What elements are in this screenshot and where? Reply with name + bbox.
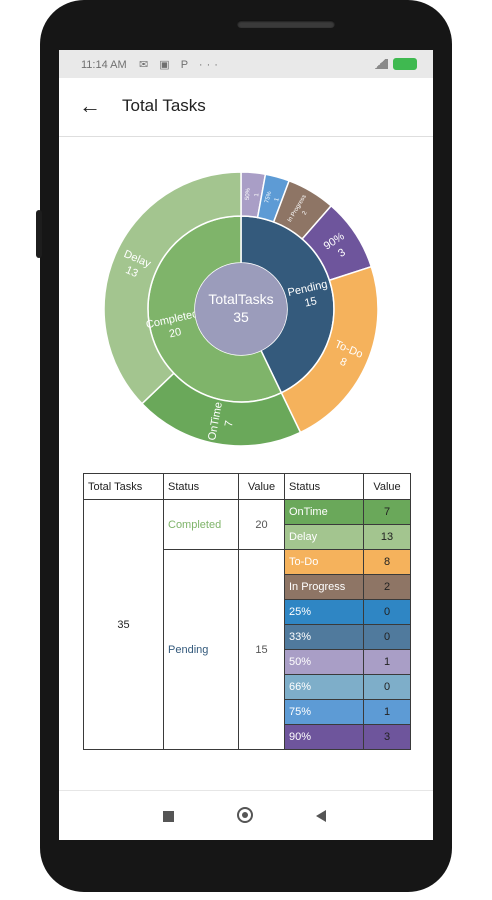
table-row: 50% 1 [84, 649, 411, 675]
outer-label-delay-value: 13 [124, 264, 140, 280]
table-row: Pending 15 To-Do 8 [84, 549, 411, 750]
table-row: In Progress 2 [84, 574, 411, 600]
table-row: Delay 13 [84, 524, 411, 550]
sub-status-cell: OnTime [284, 499, 364, 525]
table-row: 33% 0 [84, 624, 411, 650]
status-bar: 11:14 AM ✉ ▣ P ··· [59, 50, 433, 78]
sub-value-cell: 3 [363, 724, 411, 750]
table-row: 90% 3 [84, 724, 411, 750]
center-value: 35 [233, 309, 249, 325]
outer-label-75pct-name: 75% [264, 190, 273, 204]
sub-status-cell: 75% [284, 699, 364, 725]
header-value: Value [238, 473, 285, 500]
total-tasks-cell: 35 [83, 499, 164, 750]
header-total-tasks: Total Tasks [83, 473, 164, 500]
table-row: 35 Completed 20 OnTime 7 [83, 499, 411, 750]
outer-label-ontime-value: 7 [223, 420, 236, 428]
sub-status-cell: In Progress [284, 574, 364, 600]
outer-label-75pct-value: 1 [274, 197, 281, 202]
outer-label-in-progress-value: 2 [302, 210, 309, 217]
header-sub-value: Value [363, 473, 411, 500]
back-arrow-icon[interactable]: ← [79, 93, 101, 118]
sub-status-cell: 33% [284, 624, 364, 650]
sub-status-cell: 66% [284, 674, 364, 700]
system-nav-bar [59, 790, 433, 840]
signal-icon [372, 59, 388, 69]
volume-button [36, 210, 42, 258]
outer-label-50pct: 50% 1 [245, 187, 261, 200]
home-icon[interactable] [237, 807, 253, 823]
table-row: 66% 0 [84, 674, 411, 700]
sub-status-cell: Delay [284, 524, 364, 550]
group-status-cell: Pending [163, 549, 239, 750]
speaker-grille [237, 20, 335, 28]
sub-value-cell: 1 [363, 649, 411, 675]
screen: 11:14 AM ✉ ▣ P ··· ← Total Tasks Complet… [59, 50, 433, 840]
sub-value-cell: 13 [363, 524, 411, 550]
outer-slice-delay[interactable] [103, 171, 242, 405]
status-time: 11:14 AM [81, 59, 127, 71]
inner-label-pending-value: 15 [303, 295, 318, 309]
app-bar: ← Total Tasks [59, 78, 433, 137]
sub-value-cell: 0 [363, 599, 411, 625]
sub-value-cell: 0 [363, 624, 411, 650]
header-sub-status: Status [284, 473, 364, 500]
table-row: 25% 0 [84, 599, 411, 625]
table-header-row: Total Tasks Status Value Status Value [83, 473, 411, 500]
recents-icon[interactable] [163, 811, 174, 822]
sub-status-cell: 50% [284, 649, 364, 675]
outer-label-50pct-name: 50% [245, 187, 252, 200]
tasks-table: Total Tasks Status Value Status Value 35… [83, 473, 411, 750]
battery-icon [393, 58, 417, 70]
inner-label-completed-value: 20 [168, 326, 183, 340]
sub-status-cell: 90% [284, 724, 364, 750]
outer-label-50pct-value: 1 [254, 192, 260, 197]
sub-value-cell: 8 [363, 549, 411, 575]
sub-value-cell: 1 [363, 699, 411, 725]
header-status: Status [163, 473, 239, 500]
outer-label-to-do-value: 8 [338, 356, 348, 369]
group-status-cell: Completed [163, 499, 239, 550]
group-value-cell: 20 [238, 499, 285, 550]
outer-label-90pct-value: 3 [336, 246, 348, 259]
sub-value-cell: 2 [363, 574, 411, 600]
sub-value-cell: 0 [363, 674, 411, 700]
page-title: Total Tasks [122, 96, 206, 115]
back-nav-icon[interactable] [316, 810, 326, 822]
sub-value-cell: 7 [363, 499, 411, 525]
center-label: TotalTasks [208, 291, 273, 307]
status-right [372, 58, 417, 70]
outer-label-75pct: 75% 1 [264, 190, 281, 204]
notification-icons: ✉ ▣ P ··· [139, 59, 222, 71]
sub-status-cell: To-Do [284, 549, 364, 575]
group-value-cell: 15 [238, 549, 285, 750]
center-circle [195, 263, 287, 355]
sub-status-cell: 25% [284, 599, 364, 625]
